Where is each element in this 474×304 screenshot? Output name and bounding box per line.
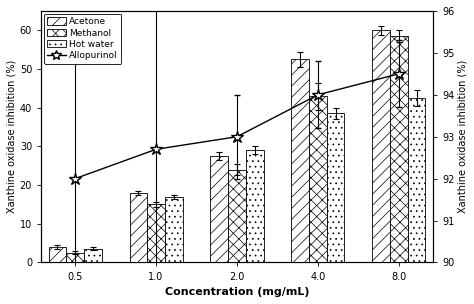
Bar [373,30,390,262]
Bar [84,249,101,262]
Legend: Acetone, Methanol, Hot water, Allopurinol: Acetone, Methanol, Hot water, Allopurino… [44,14,121,64]
Bar [309,96,327,262]
Bar [390,36,408,262]
Bar [49,247,66,262]
Y-axis label: Xanthine oxidase inhibition (%): Xanthine oxidase inhibition (%) [457,60,467,213]
X-axis label: Concentration (mg/mL): Concentration (mg/mL) [165,287,309,297]
Bar [246,150,264,262]
Bar [147,204,165,262]
Bar [165,197,182,262]
Bar [292,59,309,262]
Y-axis label: Xanthine oxidase inhibition (%): Xanthine oxidase inhibition (%) [7,60,17,213]
Bar [210,156,228,262]
Bar [228,170,246,262]
Bar [66,253,84,262]
Bar [327,113,345,262]
Bar [129,193,147,262]
Bar [408,98,425,262]
